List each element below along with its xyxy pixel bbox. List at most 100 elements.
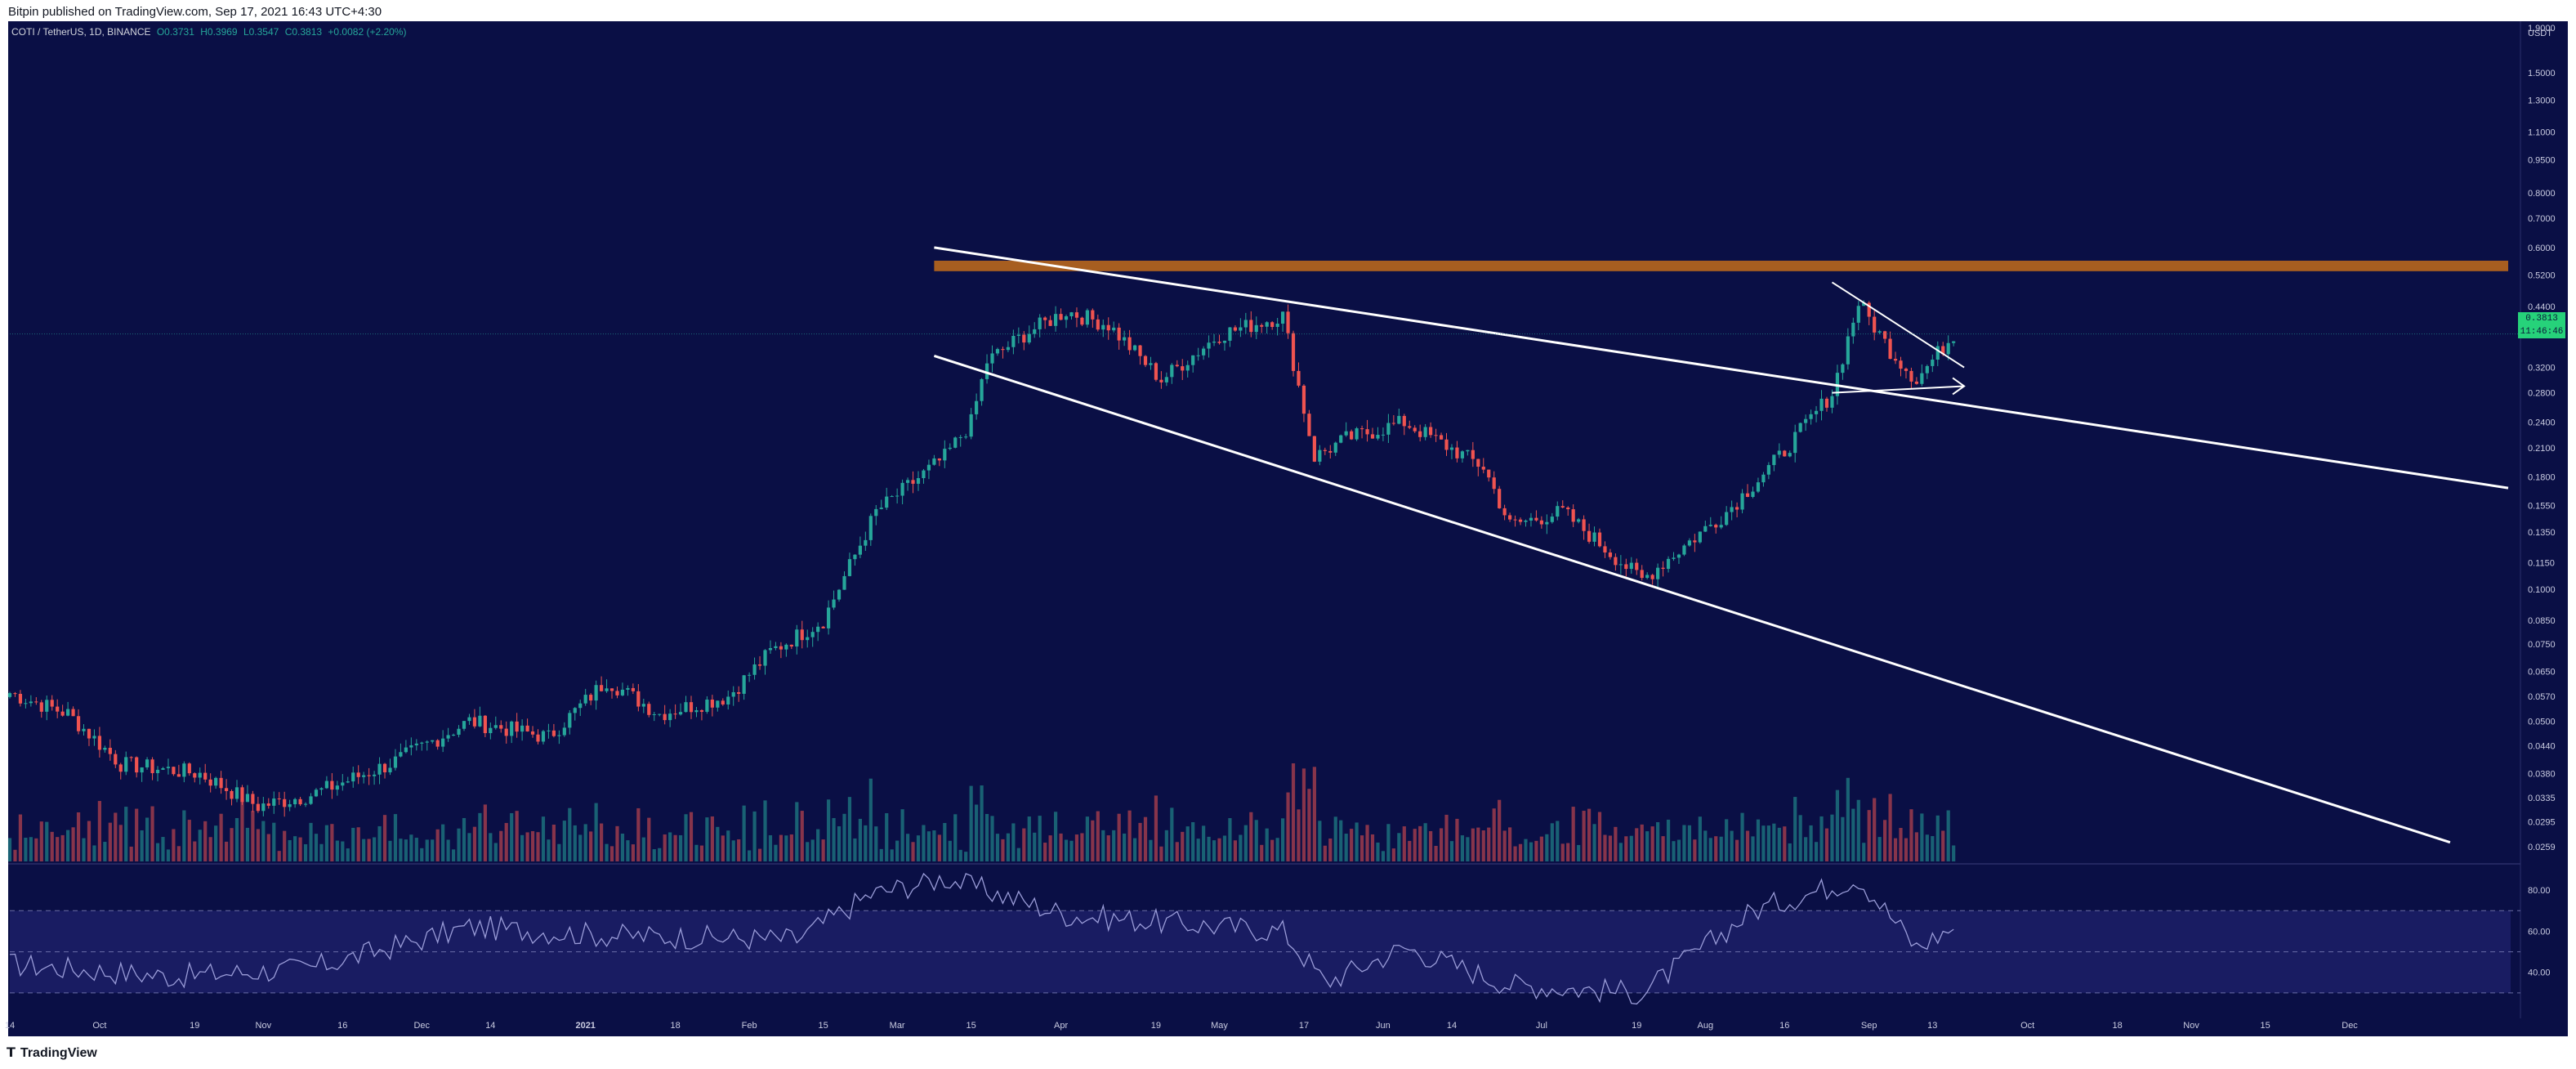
volume-bar — [858, 818, 862, 861]
volume-bar — [367, 839, 371, 861]
volume-bar — [377, 825, 382, 861]
candle-body — [462, 721, 467, 729]
price-tick-label: 0.2100 — [2528, 444, 2556, 454]
candle-body — [293, 798, 297, 805]
volume-bar — [1085, 816, 1089, 861]
candle-body — [256, 803, 260, 812]
volume-bar — [1592, 824, 1596, 861]
volume-bar — [784, 835, 788, 861]
volume-bar — [609, 846, 614, 861]
candle-body — [1524, 520, 1528, 522]
volume-bar — [1571, 807, 1575, 861]
candle-body — [1175, 365, 1179, 367]
candle-body — [832, 599, 836, 608]
tradingview-icon: 𝗧 — [7, 1046, 16, 1060]
candle-body — [1359, 428, 1364, 430]
candle-body — [1001, 349, 1005, 351]
candle-body — [245, 794, 250, 803]
volume-bar — [551, 825, 556, 861]
volume-bar — [1888, 794, 1892, 861]
volume-bar — [578, 834, 583, 861]
time-tick-label: 2021 — [575, 1021, 595, 1031]
time-tick-label: 14 — [5, 1021, 15, 1031]
volume-bar — [409, 834, 413, 861]
tradingview-logo[interactable]: 𝗧 TradingView — [7, 1044, 97, 1061]
candle-body — [1783, 450, 1787, 457]
volume-bar — [658, 848, 662, 861]
candle-body — [1027, 333, 1031, 343]
volume-bar — [589, 831, 593, 861]
candle-body — [1914, 381, 1919, 384]
price-tick-label: 0.1550 — [2528, 502, 2556, 512]
volume-bar — [1344, 834, 1348, 861]
candle-body — [1656, 567, 1660, 579]
candle-body — [1703, 526, 1708, 532]
volume-bar — [155, 843, 160, 861]
footer-bar: 𝗧 TradingView — [0, 1036, 2576, 1069]
candle-body — [1170, 365, 1174, 378]
volume-bar — [1904, 838, 1909, 861]
candle-body — [1756, 482, 1761, 492]
volume-bar — [1196, 839, 1200, 861]
rsi-line — [9, 872, 1954, 1005]
volume-bar — [752, 811, 757, 861]
volume-bar — [953, 814, 958, 861]
volume-bar — [636, 807, 641, 861]
volume-bar — [1001, 839, 1005, 861]
candle-body — [995, 349, 1000, 354]
candle-body — [975, 400, 979, 414]
volume-bar — [103, 842, 107, 861]
volume-bar — [34, 838, 38, 861]
price-chart[interactable]: 1.9000 1.5000 1.3000 1.1000 0.9500 0.8000 0.70… — [0, 21, 2576, 1036]
volume-bar — [198, 830, 202, 861]
volume-bar — [1603, 834, 1607, 861]
volume-bar — [1676, 839, 1681, 861]
candle-body — [1751, 491, 1755, 497]
volume-bar — [926, 831, 931, 861]
candle-body — [742, 675, 746, 694]
volume-bar — [499, 830, 503, 861]
volume-bar — [1307, 789, 1311, 861]
volume-bar — [382, 815, 387, 861]
volume-bar — [990, 816, 994, 861]
candle-body — [1635, 562, 1639, 570]
volume-bar — [515, 811, 519, 861]
volume-bar — [774, 844, 778, 861]
candle-body — [806, 637, 810, 641]
candle-body — [1672, 557, 1676, 559]
candle-body — [1629, 562, 1633, 570]
legend-high: H0.3969 — [200, 26, 238, 38]
candle-body — [568, 713, 572, 728]
candle-body — [1909, 370, 1913, 382]
volume-bar — [1650, 826, 1654, 861]
price-tick-label: 0.4400 — [2528, 302, 2556, 312]
price-tick-label: 1.9000 — [2528, 24, 2556, 34]
volume-bar — [1413, 829, 1417, 861]
price-tick-label: 0.7000 — [2528, 214, 2556, 224]
volume-bar — [1772, 823, 1776, 861]
volume-bars — [7, 763, 1956, 861]
candle-body — [1154, 363, 1159, 380]
volume-bar — [847, 797, 852, 861]
candle-body — [1270, 322, 1275, 328]
candle-body — [1391, 423, 1395, 424]
volume-bar — [1365, 825, 1369, 861]
candle-body — [958, 436, 962, 438]
candle-body — [1297, 370, 1301, 386]
volume-bar — [1069, 840, 1074, 861]
candle-body — [737, 691, 741, 694]
volume-bar — [1202, 825, 1206, 861]
volume-bar — [1708, 838, 1712, 861]
volume-bar — [1814, 842, 1819, 861]
candle-body — [451, 735, 456, 736]
candle-body — [911, 480, 915, 484]
volume-bar — [1693, 839, 1697, 861]
candle-body — [926, 464, 931, 471]
left-margin — [0, 21, 8, 1036]
volume-bar — [457, 828, 461, 861]
candle-body — [626, 687, 630, 690]
candle-body — [472, 717, 477, 727]
trendline — [933, 354, 2451, 844]
price-axis: 1.9000 1.5000 1.3000 1.1000 0.9500 0.8000 0.70… — [2528, 24, 2556, 852]
volume-bar — [1275, 838, 1279, 861]
